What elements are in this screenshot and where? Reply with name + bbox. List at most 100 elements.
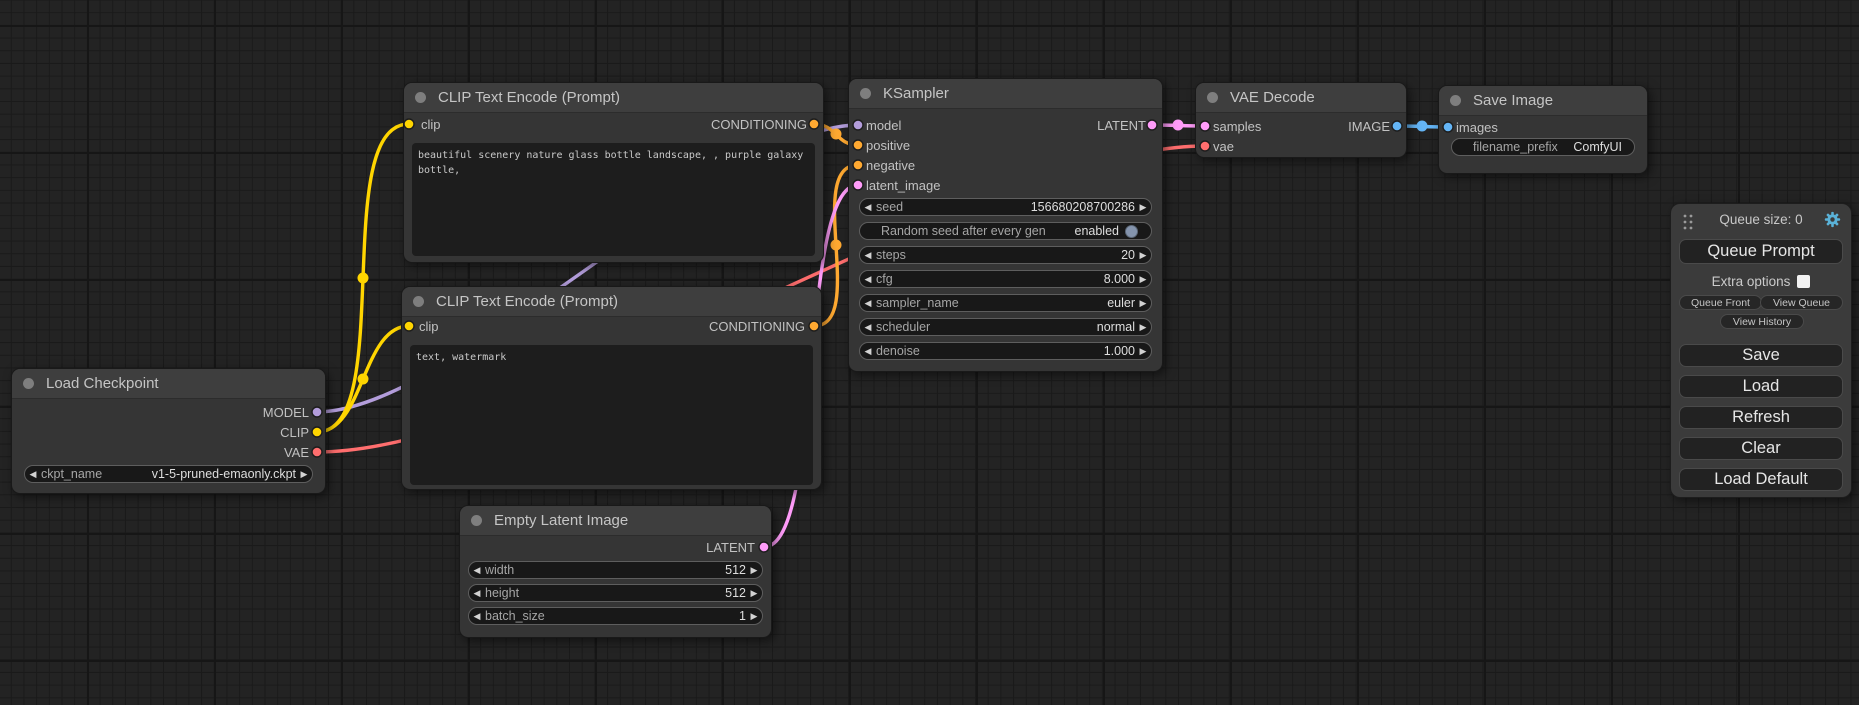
clear-button[interactable]: Clear [1679,437,1843,460]
widget-label: seed [876,200,904,214]
decrement-arrow-icon[interactable]: ◀ [864,321,872,332]
node-ksampler[interactable]: KSampler model positive negative latent_… [848,78,1163,372]
widget-random-seed-toggle[interactable]: Random seed after every gen enabled [859,222,1152,240]
widget-label: cfg [876,272,893,286]
output-slot-latent: LATENT [1097,118,1146,133]
queue-front-button[interactable]: Queue Front [1679,295,1762,310]
widget-ckpt-name[interactable]: ◀ ckpt_name v1-5-pruned-emaonly.ckpt ▶ [24,465,313,483]
load-default-button[interactable]: Load Default [1679,468,1843,491]
refresh-button[interactable]: Refresh [1679,406,1843,429]
node-title: Save Image [1473,92,1554,109]
collapse-dot-icon[interactable] [1450,95,1461,106]
node-save-image[interactable]: Save Image images filename_prefix ComfyU… [1438,85,1648,174]
increment-arrow-icon[interactable]: ▶ [1139,249,1147,260]
view-history-button[interactable]: View History [1720,314,1804,329]
increment-arrow-icon[interactable]: ▶ [750,610,758,621]
increment-arrow-icon[interactable]: ▶ [1139,201,1147,212]
widget-label: Random seed after every gen [881,224,1046,238]
collapse-dot-icon[interactable] [1207,92,1218,103]
node-empty-latent-image[interactable]: Empty Latent Image LATENT ◀ width 512 ▶ … [459,505,772,638]
increment-arrow-icon[interactable]: ▶ [1139,345,1147,356]
settings-gear-icon[interactable] [1824,211,1841,228]
link-dot[interactable] [830,128,842,140]
queue-prompt-button[interactable]: Queue Prompt [1679,239,1843,264]
node-title-bar[interactable]: VAE Decode [1196,83,1406,113]
node-title-bar[interactable]: CLIP Text Encode (Prompt) [404,83,823,113]
node-title-bar[interactable]: Load Checkpoint [12,369,325,399]
node-title-bar[interactable]: Empty Latent Image [460,506,771,536]
node-clip-text-encode-negative[interactable]: CLIP Text Encode (Prompt) clip CONDITION… [401,286,822,490]
decrement-arrow-icon[interactable]: ◀ [473,587,481,598]
link-dot[interactable] [357,373,369,385]
widget-label: steps [876,248,906,262]
widget-value: 20 [1121,248,1135,262]
increment-arrow-icon[interactable]: ▶ [750,587,758,598]
widget-batch-size[interactable]: ◀ batch_size 1 ▶ [468,607,763,625]
widget-filename-prefix[interactable]: filename_prefix ComfyUI [1451,138,1635,156]
node-title: Empty Latent Image [494,512,629,529]
output-slot-vae: VAE [283,445,309,460]
node-title-bar[interactable]: CLIP Text Encode (Prompt) [402,287,821,317]
collapse-dot-icon[interactable] [413,296,424,307]
widget-cfg[interactable]: ◀ cfg 8.000 ▶ [859,270,1152,288]
increment-arrow-icon[interactable]: ▶ [1139,273,1147,284]
widget-scheduler[interactable]: ◀ scheduler normal ▶ [859,318,1152,336]
prompt-textarea[interactable]: beautiful scenery nature glass bottle la… [412,143,815,256]
load-button[interactable]: Load [1679,375,1843,398]
node-title-bar[interactable]: KSampler [849,79,1162,109]
output-slot-model: MODEL [262,405,309,420]
widget-sampler-name[interactable]: ◀ sampler_name euler ▶ [859,294,1152,312]
queue-panel: Queue size: 0 Queue Prompt Extra options… [1670,203,1852,498]
increment-arrow-icon[interactable]: ▶ [750,564,758,575]
link-dot[interactable] [830,239,842,251]
increment-arrow-icon[interactable]: ▶ [1139,321,1147,332]
widget-label: filename_prefix [1473,140,1558,154]
widget-height[interactable]: ◀ height 512 ▶ [468,584,763,602]
node-load-checkpoint[interactable]: Load Checkpoint MODEL CLIP VAE ◀ ckpt_na… [11,368,326,494]
node-title-bar[interactable]: Save Image [1439,86,1647,116]
prompt-textarea[interactable]: text, watermark [410,345,813,485]
collapse-dot-icon[interactable] [23,378,34,389]
node-title: CLIP Text Encode (Prompt) [438,89,621,106]
toggle-circle-icon[interactable] [1125,224,1138,238]
collapse-dot-icon[interactable] [860,88,871,99]
extra-options-checkbox[interactable] [1797,275,1811,288]
increment-arrow-icon[interactable]: ▶ [1139,297,1147,308]
link-dot[interactable] [357,272,369,284]
collapse-dot-icon[interactable] [471,515,482,526]
widget-value: normal [1096,320,1135,334]
node-clip-text-encode-positive[interactable]: CLIP Text Encode (Prompt) clip CONDITION… [403,82,824,263]
widget-steps[interactable]: ◀ steps 20 ▶ [859,246,1152,264]
decrement-arrow-icon[interactable]: ◀ [864,297,872,308]
decrement-arrow-icon[interactable]: ◀ [864,249,872,260]
widget-value: enabled [1074,224,1120,238]
widget-label: height [485,586,520,600]
view-queue-button[interactable]: View Queue [1760,295,1843,310]
input-slot-positive: positive [866,138,911,153]
output-slot-clip: CLIP [280,425,309,440]
input-slot-images: images [1456,120,1498,135]
drag-handle-icon[interactable] [1683,214,1693,230]
widget-width[interactable]: ◀ width 512 ▶ [468,561,763,579]
widget-denoise[interactable]: ◀ denoise 1.000 ▶ [859,342,1152,360]
decrement-arrow-icon[interactable]: ◀ [864,345,872,356]
input-slot-clip: clip [419,319,439,334]
decrement-arrow-icon[interactable]: ◀ [473,610,481,621]
link-dot[interactable] [1172,119,1184,131]
increment-arrow-icon[interactable]: ▶ [300,468,308,479]
decrement-arrow-icon[interactable]: ◀ [29,468,37,479]
widget-value: 512 [725,563,746,577]
widget-seed[interactable]: ◀ seed 156680208700286 ▶ [859,198,1152,216]
output-slot-latent: LATENT [706,540,755,555]
decrement-arrow-icon[interactable]: ◀ [473,564,481,575]
collapse-dot-icon[interactable] [415,92,426,103]
link-dot[interactable] [1416,120,1428,132]
save-button[interactable]: Save [1679,344,1843,367]
widget-value: 512 [725,586,746,600]
input-slot-latent-image: latent_image [866,178,941,193]
input-slot-negative: negative [866,158,916,173]
decrement-arrow-icon[interactable]: ◀ [864,201,872,212]
node-vae-decode[interactable]: VAE Decode samples vae IMAGE [1195,82,1407,158]
decrement-arrow-icon[interactable]: ◀ [864,273,872,284]
